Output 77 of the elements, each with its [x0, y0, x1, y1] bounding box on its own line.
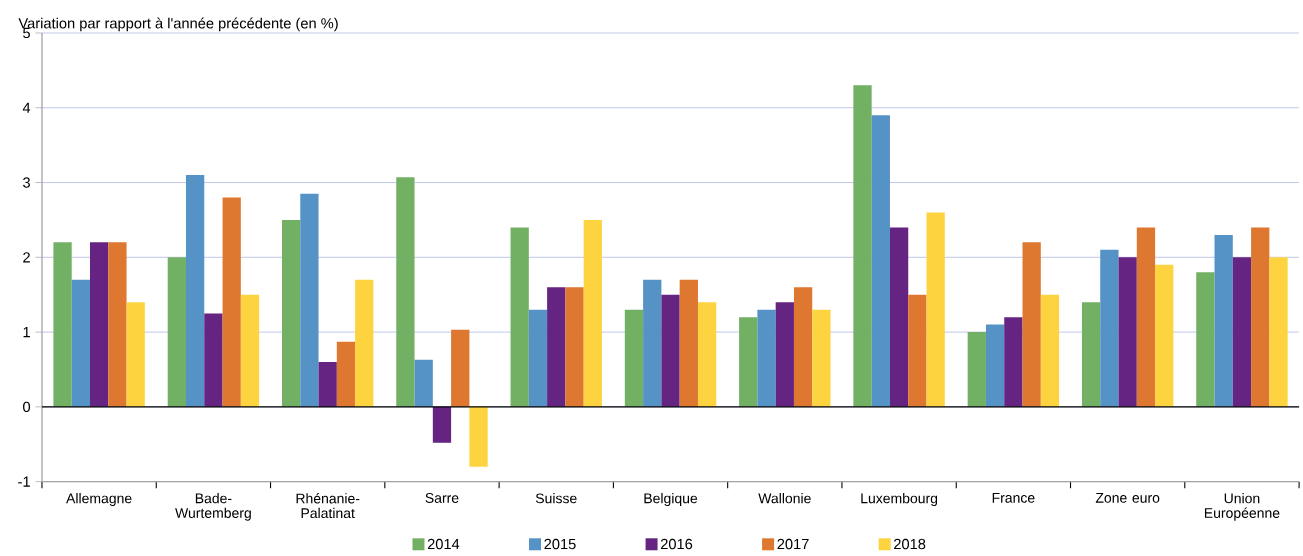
bar [126, 301, 145, 407]
bar [739, 316, 758, 407]
bar [775, 301, 794, 407]
bar [432, 406, 452, 443]
bar [967, 331, 986, 407]
bar [1196, 272, 1215, 407]
bar [89, 242, 109, 407]
bar [565, 287, 584, 407]
bar [1214, 234, 1233, 407]
y-tick-label: 2 [23, 252, 30, 263]
bar [396, 177, 415, 407]
legend-label: 2018 [894, 538, 926, 550]
legend-label: 2016 [660, 538, 693, 550]
bar [1251, 227, 1270, 407]
y-tick-label: 0 [23, 401, 31, 412]
bar [1081, 301, 1101, 407]
x-tick-label: Allemagne [66, 492, 132, 506]
x-tick-label: Wallonie [758, 492, 811, 504]
bar [661, 294, 680, 407]
x-tick-label: Suisse [535, 492, 577, 504]
bar [1232, 257, 1252, 407]
bar [355, 279, 374, 407]
bar [300, 193, 319, 407]
legend-label: 2017 [777, 538, 809, 550]
bar [643, 279, 662, 407]
bar [624, 309, 644, 407]
bar [1155, 264, 1174, 407]
bar [697, 301, 717, 407]
legend-label: 2015 [544, 538, 576, 550]
bar [414, 359, 433, 407]
bar [336, 341, 356, 407]
bar [926, 212, 945, 407]
y-tick-label: 3 [23, 177, 30, 188]
bar [1004, 316, 1023, 407]
bar [318, 361, 337, 407]
bar [1022, 242, 1041, 407]
bar [871, 115, 890, 407]
bar [185, 174, 205, 407]
bar [985, 324, 1005, 407]
bar [1269, 257, 1288, 407]
bar [757, 309, 776, 407]
bar [71, 279, 90, 407]
bar [1118, 257, 1137, 407]
bar [889, 227, 909, 407]
x-tick-label: Belgique [644, 492, 698, 506]
y-tick-label: 1 [23, 326, 30, 337]
bar [53, 242, 72, 407]
x-tick-label: Sarre [425, 492, 459, 503]
bar [451, 329, 470, 407]
bar [679, 279, 698, 407]
bar [583, 219, 602, 407]
bar [510, 227, 529, 407]
bar [1040, 294, 1060, 407]
bar [240, 294, 260, 407]
bar [222, 197, 241, 407]
bar [469, 406, 488, 467]
bar [1136, 227, 1156, 407]
bar [167, 257, 186, 407]
legend-label: 2014 [427, 538, 460, 550]
x-tick-label: Rhénanie-Palatinat [296, 492, 360, 518]
bar [547, 287, 566, 407]
bar [812, 309, 831, 407]
bar [853, 85, 872, 407]
bar [793, 287, 813, 407]
y-tick-label: -1 [18, 476, 30, 487]
bar [108, 242, 127, 407]
bar [1100, 249, 1119, 407]
bar [528, 309, 548, 407]
y-tick-label: 4 [22, 102, 31, 113]
bar [908, 294, 927, 407]
x-tick-label: Union Européenne [1204, 492, 1280, 521]
bar [281, 219, 301, 407]
bar [204, 313, 223, 407]
x-tick-label: Zone euro [1095, 492, 1160, 503]
x-tick-label: Luxembourg [861, 492, 938, 506]
x-tick-label: France [992, 492, 1035, 503]
x-tick-label: Bade-Wurtemberg [175, 492, 251, 521]
